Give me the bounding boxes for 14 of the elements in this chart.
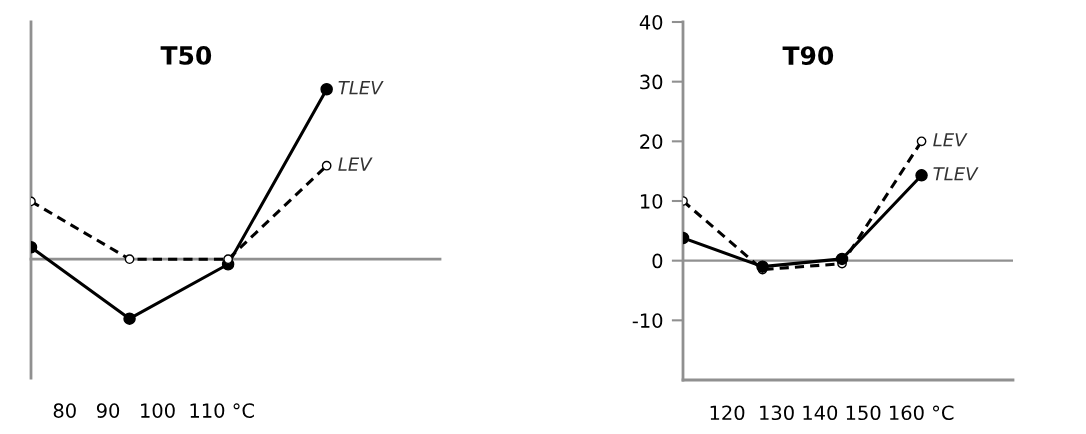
series-label: TLEV <box>338 81 384 95</box>
y-tick-label: -10 <box>632 313 663 328</box>
series-label: TLEV <box>933 167 979 181</box>
series-label: LEV <box>933 133 968 147</box>
series-label: LEV <box>338 157 373 171</box>
y-tick-label: 40 <box>639 14 663 30</box>
y-tick-label: 30 <box>640 74 663 90</box>
y-tick-label: 10 <box>640 193 663 209</box>
x-axis-title: 80 90 100 110 °C <box>53 403 254 418</box>
chart-title: T50 <box>160 45 212 65</box>
text: T90 <box>782 46 834 66</box>
y-tick-label: 0 <box>652 253 663 269</box>
x-axis-title: 120 130 140 150 160 °C <box>710 405 954 421</box>
y-tick-label: 20 <box>640 134 663 149</box>
